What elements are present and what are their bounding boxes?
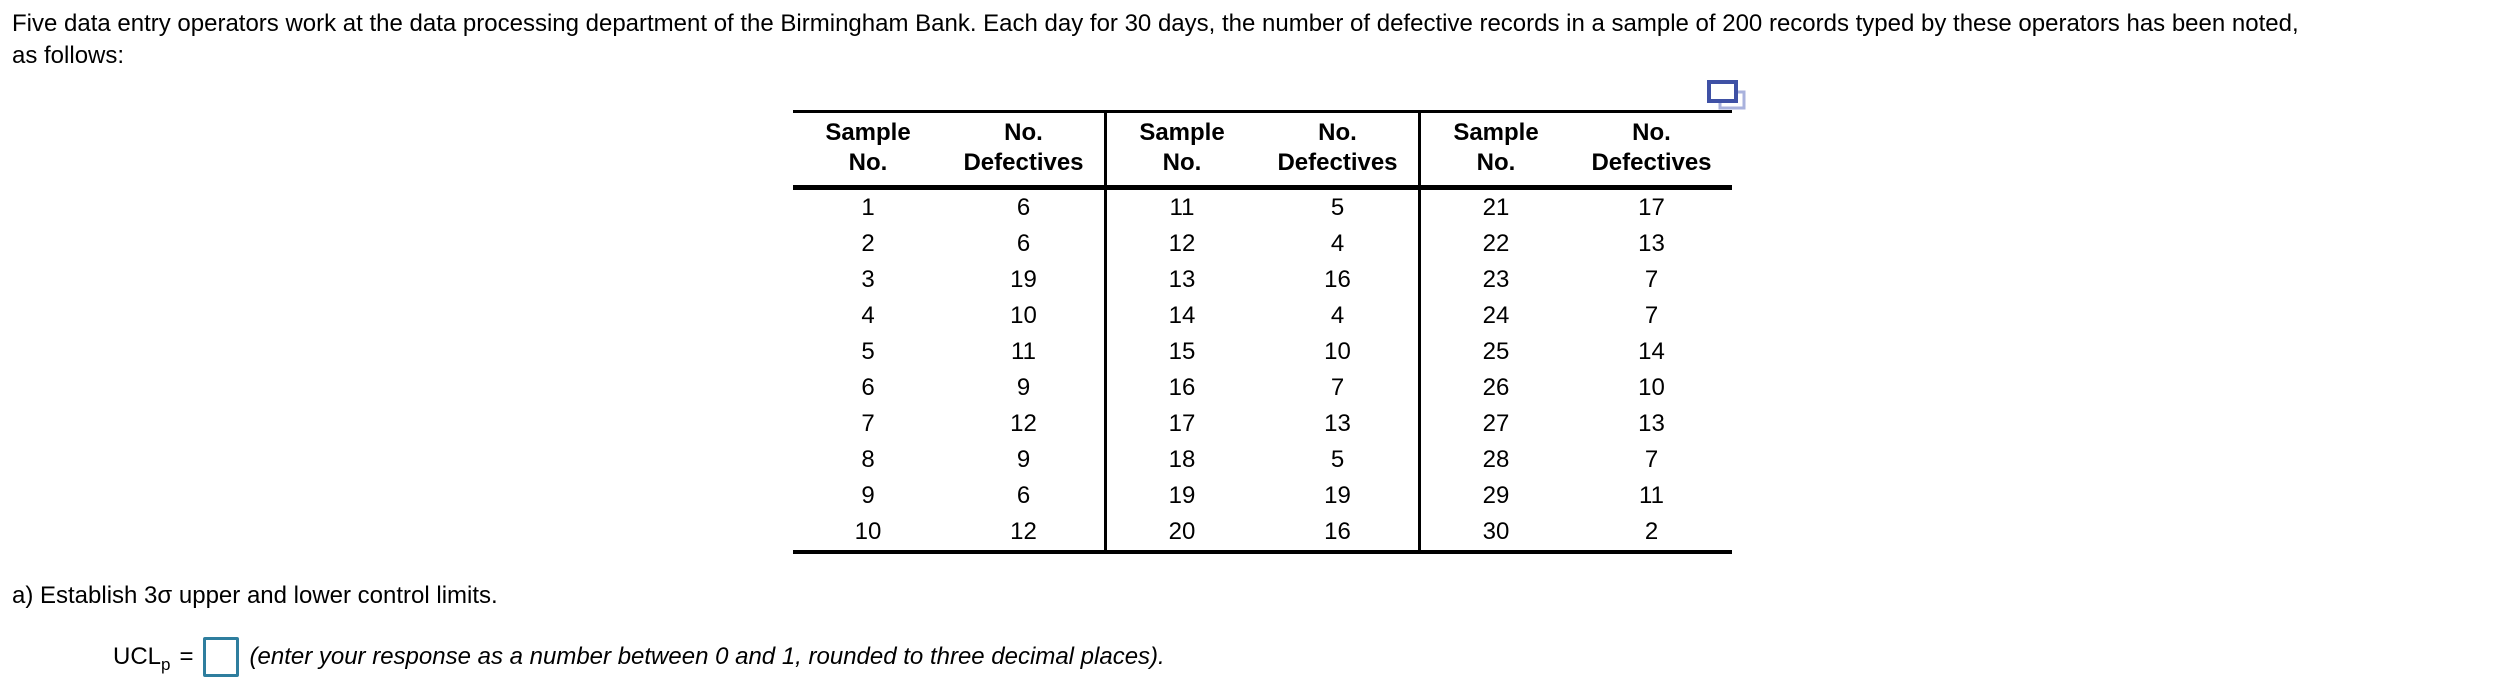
ucl-label: UCLp — [113, 643, 171, 674]
table-cell: 16 — [1168, 374, 1196, 401]
header-row: Sample No. No. Defectives Sample No. No. Defect… — [793, 111, 1732, 190]
column-header: No. Defectives — [1571, 111, 1732, 190]
table-row: 1 6 11 5 21 17 — [793, 187, 1732, 226]
table-cell: 6 — [943, 187, 1107, 226]
table-cell: 13 — [1168, 266, 1196, 293]
table-cell: 2 — [1644, 518, 1659, 545]
part-a-prompt: a) Establish 3σ upper and lower control … — [12, 582, 498, 609]
column-header: Sample No. — [1105, 111, 1257, 190]
answer-instruction: (enter your response as a number between… — [249, 643, 1165, 670]
column-header: Sample No. — [1419, 111, 1571, 190]
copy-table-icon-glyph — [1707, 80, 1746, 110]
table-cell: 22 — [1482, 230, 1510, 257]
table-cell: 5 — [1257, 442, 1421, 478]
table-cell: 1 — [861, 194, 875, 221]
table-cell: 7 — [1644, 446, 1659, 473]
table-row: 2 6 12 4 22 13 — [793, 226, 1732, 262]
table-cell: 3 — [861, 266, 875, 293]
table-cell: 4 — [1257, 298, 1421, 334]
table-row: 5 11 15 10 25 14 — [793, 334, 1732, 370]
question-text: Five data entry operators work at the da… — [12, 8, 2299, 72]
table-cell: 19 — [1168, 482, 1196, 509]
table-cell: 9 — [943, 370, 1107, 406]
table-cell: 10 — [1257, 334, 1421, 370]
table-cell: 20 — [1168, 518, 1196, 545]
table-cell: 10 — [943, 298, 1107, 334]
table-cell: 7 — [1257, 370, 1421, 406]
table-cell: 17 — [1168, 410, 1196, 437]
table-cell: 30 — [1482, 518, 1510, 545]
table-cell: 13 — [1638, 230, 1665, 257]
table-cell: 4 — [861, 302, 875, 329]
table-cell: 6 — [943, 226, 1107, 262]
table-cell: 23 — [1482, 266, 1510, 293]
table-cell: 11 — [1639, 482, 1664, 509]
table-row: 9 6 19 19 29 11 — [793, 478, 1732, 514]
table-cell: 8 — [861, 446, 875, 473]
table-cell: 5 — [1257, 187, 1421, 226]
column-header: No. Defectives — [943, 111, 1107, 190]
question-line-2: as follows: — [12, 42, 125, 69]
table-cell: 9 — [861, 482, 875, 509]
table-row: 8 9 18 5 28 7 — [793, 442, 1732, 478]
table-cell: 5 — [861, 338, 875, 365]
ucl-subscript: p — [161, 654, 171, 674]
table-cell: 27 — [1482, 410, 1510, 437]
table-cell: 12 — [943, 406, 1107, 442]
table-header: Sample No. No. Defectives Sample No. No. Defect… — [793, 111, 1732, 190]
equals-sign: = — [179, 643, 194, 670]
table-cell: 13 — [1257, 406, 1421, 442]
table-row: 6 9 16 7 26 10 — [793, 370, 1732, 406]
column-header: Sample No. — [793, 111, 943, 190]
table-row: 4 10 14 4 24 7 — [793, 298, 1732, 334]
table-cell: 7 — [1644, 302, 1659, 329]
table-cell: 10 — [1638, 374, 1665, 401]
column-header: No. Defectives — [1257, 111, 1421, 190]
table-cell: 14 — [1638, 338, 1665, 365]
question-line-1: Five data entry operators work at the da… — [12, 10, 2299, 37]
table-cell: 11 — [1169, 194, 1195, 221]
table-cell: 2 — [861, 230, 875, 257]
defectives-table: Sample No. No. Defectives Sample No. No. Defect… — [793, 110, 1732, 554]
table-cell: 16 — [1257, 262, 1421, 298]
table-cell: 16 — [1257, 514, 1421, 552]
table-cell: 13 — [1638, 410, 1665, 437]
copy-table-icon[interactable] — [1702, 79, 1746, 110]
table-cell: 28 — [1482, 446, 1510, 473]
table-row: 7 12 17 13 27 13 — [793, 406, 1732, 442]
ucl-input[interactable] — [202, 637, 239, 677]
table-cell: 18 — [1168, 446, 1196, 473]
table-cell: 14 — [1168, 302, 1196, 329]
ucl-text: UCL — [113, 643, 162, 670]
table-cell: 6 — [861, 374, 875, 401]
table-cell: 17 — [1638, 194, 1665, 221]
table-cell: 19 — [1257, 478, 1421, 514]
table-cell: 7 — [861, 410, 875, 437]
table-cell: 24 — [1482, 302, 1510, 329]
table-cell: 25 — [1482, 338, 1510, 365]
table-cell: 29 — [1482, 482, 1510, 509]
table-cell: 6 — [943, 478, 1107, 514]
table-cell: 21 — [1482, 194, 1510, 221]
table-cell: 11 — [943, 334, 1107, 370]
answer-row: UCLp = (enter your response as a number … — [113, 633, 1165, 681]
table-cell: 15 — [1168, 338, 1196, 365]
table-cell: 12 — [943, 514, 1107, 552]
table-cell: 12 — [1168, 230, 1196, 257]
table-cell: 19 — [943, 262, 1107, 298]
table-cell: 10 — [854, 518, 882, 545]
table-cell: 26 — [1482, 374, 1510, 401]
table-cell: 7 — [1644, 266, 1659, 293]
table-row: 3 19 13 16 23 7 — [793, 262, 1732, 298]
table-row: 10 12 20 16 30 2 — [793, 514, 1732, 552]
table-body: 1 6 11 5 21 17 2 6 12 4 22 13 3 19 13 16 23 7 4 10 14 4 24 7 5 11… — [793, 187, 1732, 552]
table-cell: 4 — [1257, 226, 1421, 262]
table-cell: 9 — [943, 442, 1107, 478]
